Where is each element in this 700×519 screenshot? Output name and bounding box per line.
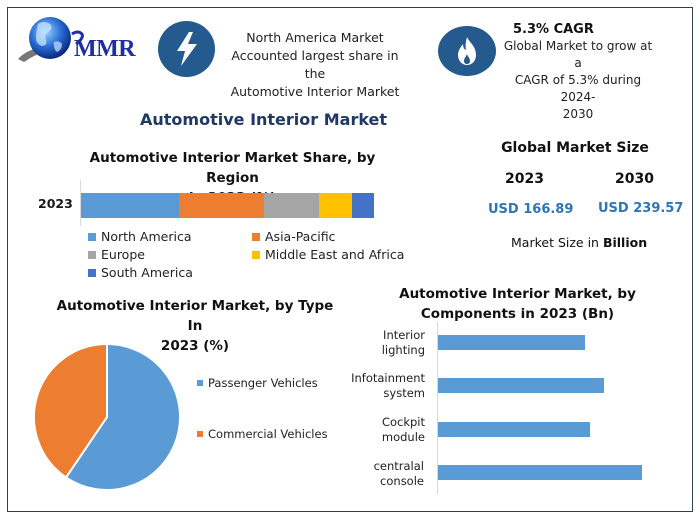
highlight2-line: CAGR of 5.3% during 2024- <box>514 73 642 104</box>
label-line: centralal <box>373 459 424 473</box>
infographic-frame <box>7 7 693 512</box>
market-size-panel: Global Market Size <box>470 140 680 156</box>
legend-label: Passenger Vehicles <box>208 376 318 390</box>
market-year-2030: 2030 <box>615 171 654 187</box>
legend-south-america: South America <box>88 265 193 280</box>
market-year-2023: 2023 <box>505 171 544 187</box>
component-label-infotainment-system: Infotainment system <box>345 371 425 401</box>
highlight2-line: Global Market to grow at a <box>503 39 653 70</box>
legend-north-america: North America <box>88 229 192 244</box>
label-line: Interior <box>383 328 425 342</box>
label-line: system <box>383 386 425 400</box>
label-line: console <box>380 474 424 488</box>
legend-middle-east-africa: Middle East and Africa <box>252 247 404 262</box>
legend-swatch <box>252 250 260 259</box>
label-line: module <box>381 430 425 444</box>
components-chart-title-line: Components in 2023 (Bn) <box>420 306 615 322</box>
label-line: Infotainment <box>351 371 425 385</box>
components-chart-title-line: Automotive Interior Market, by <box>399 286 636 302</box>
market-value-2023: USD 166.89 <box>488 202 574 217</box>
legend-swatch <box>88 232 96 241</box>
type-pie-chart <box>33 342 183 497</box>
legend-label: Asia-Pacific <box>265 229 336 244</box>
component-label-cockpit-module: Cockpit module <box>345 415 425 445</box>
note-unit: Billion <box>602 235 648 250</box>
bar-segment-south-america <box>352 193 374 218</box>
globe-icon <box>18 17 84 62</box>
market-size-title: Global Market Size <box>501 140 649 156</box>
component-label-central-console: centralal console <box>344 459 424 489</box>
components-chart-axis <box>437 322 438 494</box>
legend-europe: Europe <box>88 247 145 262</box>
legend-commercial-vehicles: Commercial Vehicles <box>197 427 328 441</box>
highlight1-line: Accounted largest share in the <box>231 48 399 81</box>
logo-text: MMR <box>74 36 136 62</box>
label-line: lighting <box>381 343 425 357</box>
legend-passenger-vehicles: Passenger Vehicles <box>197 376 318 390</box>
component-bar-cockpit-module <box>438 422 590 437</box>
flame-icon <box>458 37 476 65</box>
legend-label: Commercial Vehicles <box>208 427 328 441</box>
component-bar-central-console <box>438 465 642 480</box>
region-chart-axis <box>80 180 81 226</box>
type-chart-title-line: 2023 (%) <box>160 338 230 354</box>
market-value-2030: USD 239.57 <box>598 201 684 216</box>
legend-swatch <box>252 232 260 241</box>
bar-segment-asia-pacific <box>178 193 264 218</box>
pie-slice-passenger <box>64 342 181 491</box>
bar-segment-europe <box>263 193 319 218</box>
legend-label: Europe <box>101 247 145 262</box>
highlight2-line: 2030 <box>562 107 594 121</box>
label-line: Cockpit <box>381 415 425 429</box>
highlight-north-america: North America Market Accounted largest s… <box>220 29 410 101</box>
region-stacked-bar <box>81 193 374 218</box>
page-title: Automotive Interior Market <box>140 110 388 129</box>
legend-label: Middle East and Africa <box>265 247 405 262</box>
mmr-logo: MMR <box>14 12 144 67</box>
bar-segment-middle-east-africa <box>318 193 352 218</box>
components-chart-title: Automotive Interior Market, by Component… <box>395 284 640 324</box>
note-prefix: Market Size in <box>511 235 603 250</box>
pie-slice-commercial <box>33 342 108 479</box>
legend-swatch <box>88 250 96 259</box>
legend-swatch <box>88 268 96 277</box>
component-bar-infotainment-system <box>438 378 604 393</box>
cagr-title: 5.3% CAGR <box>513 22 594 37</box>
type-chart-title-line: Automotive Interior Market, by Type In <box>56 298 334 334</box>
region-chart-category-label: 2023 <box>38 196 73 211</box>
legend-asia-pacific: Asia-Pacific <box>252 229 335 244</box>
flame-icon-badge <box>438 26 496 76</box>
bar-segment-north-america <box>81 193 179 218</box>
legend-swatch <box>197 380 203 386</box>
highlight1-line: Automotive Interior Market <box>230 84 400 99</box>
market-size-note: Market Size in Billion <box>511 235 647 250</box>
legend-label: North America <box>101 229 192 244</box>
component-bar-interior-lighting <box>438 335 585 350</box>
type-chart-title: Automotive Interior Market, by Type In 2… <box>55 296 335 356</box>
region-chart-title-line: Automotive Interior Market Share, by Reg… <box>89 150 376 186</box>
legend-label: South America <box>101 265 193 280</box>
highlight1-line: North America Market <box>246 30 384 45</box>
highlight-cagr: Global Market to grow at a CAGR of 5.3% … <box>503 38 653 123</box>
legend-swatch <box>197 431 203 437</box>
lightning-icon <box>176 32 197 66</box>
lightning-icon-badge <box>158 21 215 77</box>
component-label-interior-lighting: Interior lighting <box>345 328 425 358</box>
